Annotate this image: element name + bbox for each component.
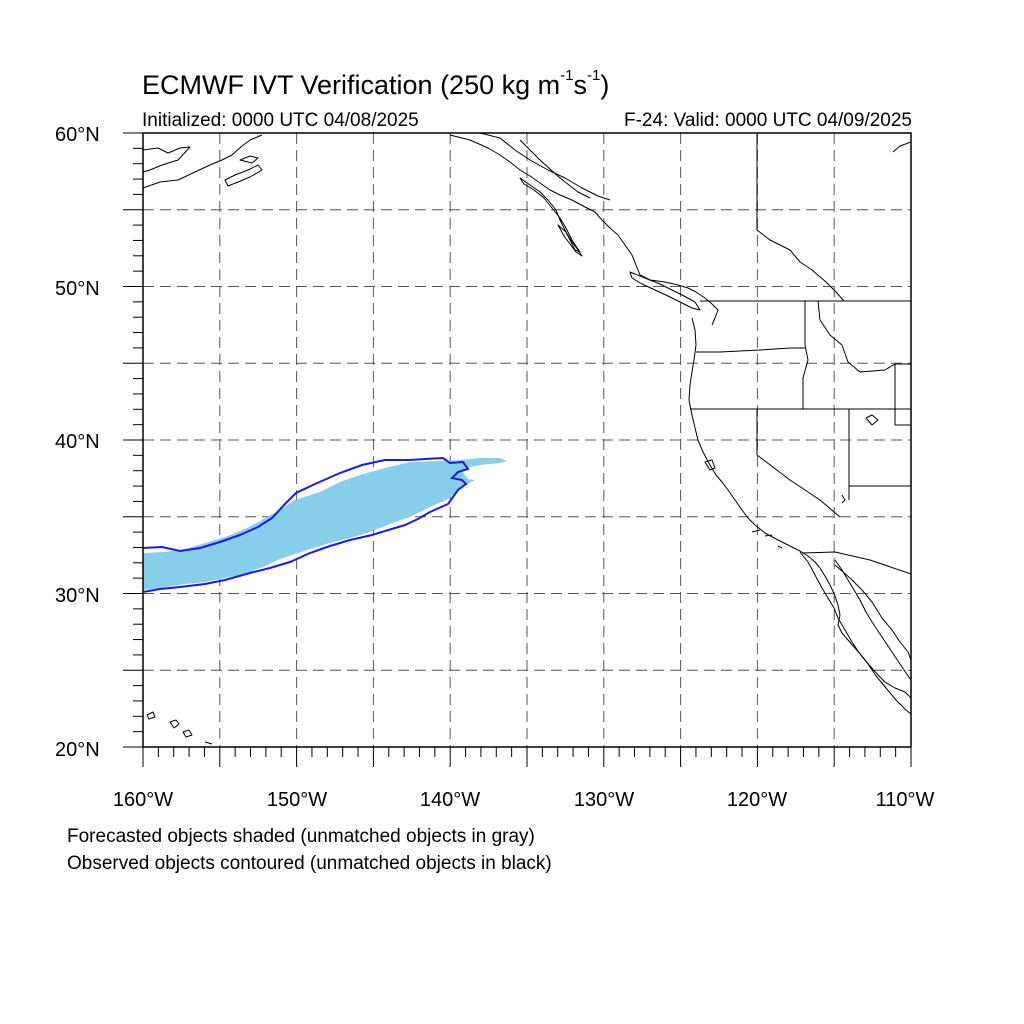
- forecast-object-shaded: [143, 458, 507, 590]
- hawaii-islands: [146, 711, 213, 745]
- observed-ivt-contour: [143, 456, 470, 593]
- kodiak-island: [224, 164, 263, 187]
- ca-nv-border: [756, 409, 841, 518]
- baja-california: [799, 551, 911, 715]
- lon-label-140w: 140°W: [420, 789, 480, 811]
- forecast-ivt-object: [143, 458, 507, 590]
- lat-label-50: 50°N: [55, 278, 100, 300]
- alaska-border: [519, 139, 591, 199]
- sf-bay: [704, 459, 716, 471]
- axis-ticks: [123, 132, 912, 767]
- lon-label-120w: 120°W: [727, 789, 787, 811]
- chart-title: ECMWF IVT Verification (250 kg m-1s-1): [142, 67, 610, 100]
- bc-inland-coast: [479, 133, 611, 201]
- channel-islands: [751, 529, 783, 549]
- haida-gwaii: [557, 224, 583, 257]
- wa-or-border: [696, 347, 805, 353]
- mexico-mainland: [834, 564, 911, 661]
- lat-label-60: 60°N: [55, 124, 100, 146]
- vancouver-island: [629, 271, 701, 311]
- gulf-of-alaska-coast: [449, 134, 719, 326]
- lat-label-20: 20°N: [55, 739, 100, 761]
- alaska-coast: [143, 146, 191, 173]
- alaska-peninsula: [143, 134, 263, 189]
- legend-forecast-note: Forecasted objects shaded (unmatched obj…: [67, 826, 535, 847]
- lon-label-160w: 160°W: [113, 789, 173, 811]
- alexander-archipelago: [519, 177, 581, 253]
- coastlines-and-borders: [143, 133, 911, 745]
- bc-ab-border: [756, 133, 845, 302]
- lat-label-30: 30°N: [55, 585, 100, 607]
- lon-label-150w: 150°W: [267, 789, 327, 811]
- id-mt-border: [817, 300, 896, 373]
- wy-border: [894, 363, 911, 426]
- lon-label-130w: 130°W: [574, 789, 634, 811]
- or-id-border: [802, 301, 809, 409]
- aleutian-islets: [239, 155, 259, 164]
- lon-label-110w: 110°W: [876, 789, 935, 811]
- lake-mead: [841, 494, 846, 504]
- initialized-time: Initialized: 0000 UTC 04/08/2025: [142, 110, 419, 131]
- yukon-bc-border: [892, 141, 911, 153]
- lake-feature: [865, 414, 879, 426]
- us-mexico-border: [801, 551, 911, 575]
- observed-object-contour: [143, 456, 470, 593]
- gridlines: [143, 133, 911, 747]
- gulf-of-california: [834, 559, 911, 681]
- legend-observed-note: Observed objects contoured (unmatched ob…: [67, 853, 552, 874]
- lat-label-40: 40°N: [55, 431, 100, 453]
- us-west-coast: [688, 317, 911, 699]
- valid-time: F-24: Valid: 0000 UTC 04/09/2025: [624, 110, 912, 131]
